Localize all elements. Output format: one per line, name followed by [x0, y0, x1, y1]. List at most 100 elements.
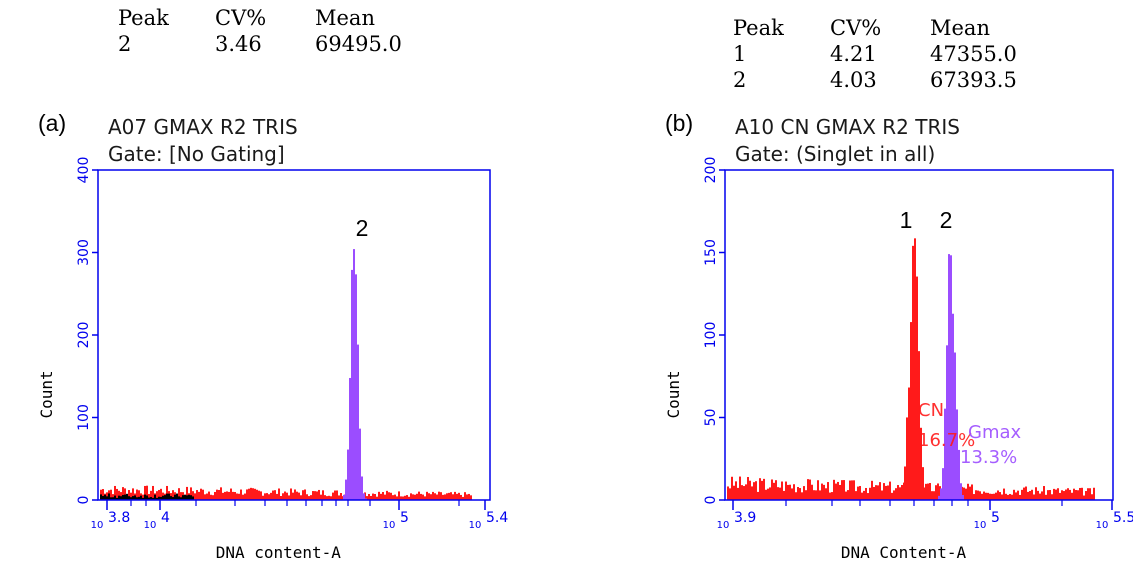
- histogram-bar: [789, 484, 791, 500]
- histogram-bar: [993, 493, 995, 500]
- histogram-bar: [769, 487, 771, 500]
- histogram-bar: [1059, 492, 1061, 500]
- histogram-bar: [268, 494, 270, 500]
- histogram-bar: [220, 487, 222, 500]
- histogram-bar: [929, 483, 931, 500]
- plot-frame: [97, 169, 491, 501]
- histogram-bar: [889, 481, 891, 500]
- chart-title-b: A10 CN GMAX R2 TRIS: [735, 115, 960, 139]
- histogram-bar: [236, 493, 238, 500]
- histogram-bar: [212, 495, 214, 500]
- histogram-bar: [773, 482, 775, 500]
- histogram-bar: [958, 449, 960, 500]
- histogram-bar: [192, 491, 194, 500]
- histogram-bar: [250, 487, 252, 500]
- histogram-bar: [182, 495, 184, 500]
- histogram-bar: [1063, 491, 1065, 500]
- histogram-bar: [446, 493, 448, 500]
- histogram-bar: [906, 417, 908, 500]
- histogram-bar: [749, 480, 751, 500]
- histogram-bar: [468, 493, 470, 500]
- histogram-bar: [252, 488, 254, 500]
- histogram-bar: [835, 483, 837, 500]
- histogram-bar: [304, 489, 306, 500]
- y-tick-label: 150: [703, 239, 719, 266]
- histogram-bar: [983, 491, 985, 500]
- histogram-bar: [843, 480, 845, 500]
- histogram-bar: [817, 480, 819, 500]
- histogram-bar: [454, 491, 456, 500]
- histogram-bar: [324, 495, 326, 500]
- histogram-bar: [390, 492, 392, 500]
- stats-mean-value: 69495.0: [315, 32, 402, 56]
- histogram-bar: [1025, 486, 1027, 500]
- histogram-bar: [432, 491, 434, 500]
- stats-table-b: Peak CV% Mean 1 4.21 47355.0 2 4.03 6739…: [733, 16, 1053, 94]
- histogram-bar: [106, 496, 108, 500]
- histogram-bar: [1043, 486, 1045, 500]
- histogram-bar: [176, 493, 178, 500]
- histogram-bar: [166, 493, 168, 500]
- histogram-bar: [948, 254, 950, 500]
- histogram-bar: [357, 344, 359, 500]
- histogram-bar: [1053, 488, 1055, 500]
- histogram-bar: [336, 490, 338, 500]
- histogram-bar: [122, 494, 124, 500]
- x-tick-base: 10: [383, 520, 396, 531]
- histogram-bar: [855, 491, 857, 500]
- histogram-bar: [942, 468, 944, 500]
- histogram-bar: [106, 492, 108, 500]
- histogram-bar: [276, 493, 278, 500]
- stats-cv-value: 4.03: [830, 68, 877, 92]
- histogram-bar: [300, 495, 302, 500]
- histogram-bar: [809, 479, 811, 500]
- histogram-bar: [757, 491, 759, 500]
- histogram-bar: [302, 490, 304, 500]
- chart-title-a: A07 GMAX R2 TRIS: [108, 115, 298, 139]
- stats-header-cv: CV%: [830, 16, 882, 40]
- histogram-bar: [132, 496, 134, 500]
- histogram-bar: [114, 485, 116, 500]
- panel-label-b: (b): [665, 110, 694, 136]
- histogram-bar: [823, 484, 825, 500]
- histogram-bar: [270, 492, 272, 500]
- histogram-bar: [116, 497, 118, 500]
- histogram-bar: [172, 497, 174, 500]
- histogram-bar: [797, 487, 799, 500]
- histogram-bar: [186, 486, 188, 500]
- histogram-bar: [420, 493, 422, 500]
- histogram-bar: [206, 493, 208, 500]
- histogram-bar: [1081, 487, 1083, 500]
- histogram-bar: [288, 495, 290, 500]
- histogram-bar: [747, 477, 749, 500]
- histogram-bar: [904, 466, 906, 500]
- histogram-bar: [863, 490, 865, 500]
- y-tick-label: 300: [76, 239, 92, 266]
- histogram-bar: [292, 492, 294, 500]
- x-axis-label: DNA content-A: [216, 543, 342, 562]
- histogram-bar: [960, 483, 962, 500]
- histogram-bar: [102, 489, 104, 500]
- histogram-bar: [158, 496, 160, 500]
- histogram-bar: [330, 496, 332, 500]
- histogram-bar: [765, 489, 767, 500]
- histogram-bar: [186, 495, 188, 500]
- histogram-bar: [1005, 493, 1007, 500]
- histogram-bar: [310, 495, 312, 500]
- histogram-bar: [298, 492, 300, 500]
- histogram-bar: [424, 496, 426, 500]
- y-axis-label: Count: [664, 370, 683, 418]
- histogram-bar: [458, 492, 460, 500]
- y-tick-label: 0: [703, 496, 719, 505]
- histogram-bar: [156, 491, 158, 500]
- histogram-bar: [837, 481, 839, 500]
- histogram-bar: [120, 496, 122, 500]
- histogram-bar: [741, 485, 743, 500]
- histogram-bar: [1083, 495, 1085, 500]
- histogram-bar: [739, 476, 741, 500]
- histogram-bar: [332, 492, 334, 500]
- stats-header-peak: Peak: [118, 6, 169, 30]
- histogram-bar: [442, 494, 444, 500]
- histogram-bar: [783, 490, 785, 500]
- histogram-bar: [320, 494, 322, 500]
